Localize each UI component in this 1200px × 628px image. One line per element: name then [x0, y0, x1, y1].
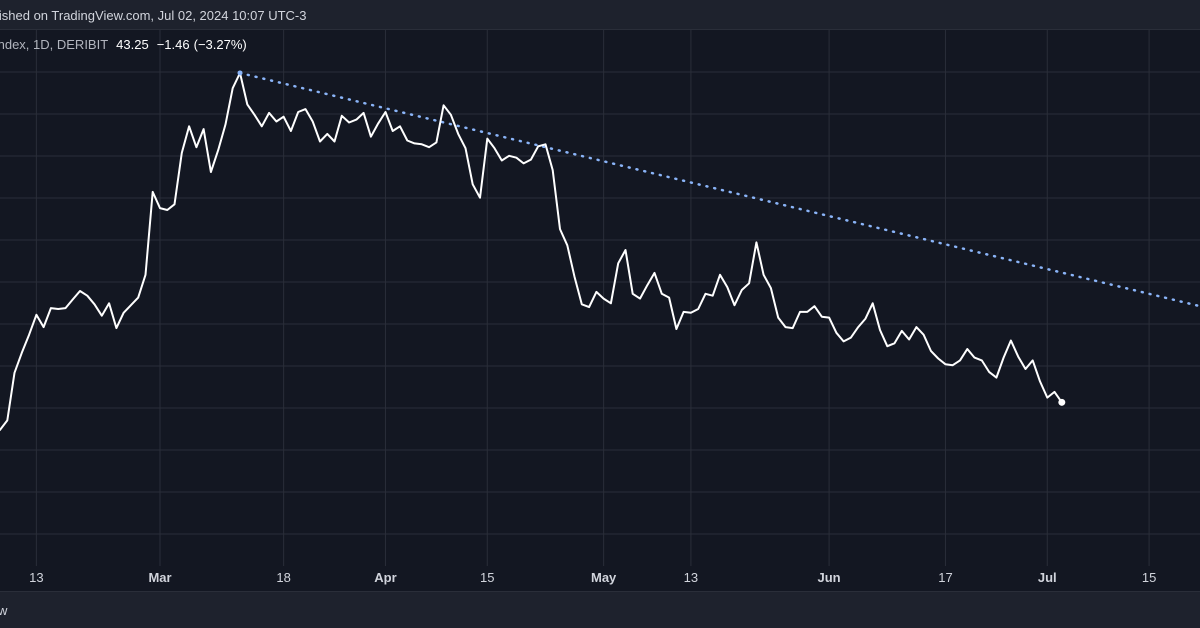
legend-value: 43.25	[116, 37, 149, 52]
x-tick-label: Jun	[818, 570, 841, 585]
footer-text: w	[0, 603, 8, 618]
published-text: lished on TradingView.com, Jul 02, 2024 …	[0, 8, 307, 23]
x-tick-label: Mar	[148, 570, 171, 585]
trendline	[238, 71, 1200, 308]
last-price-point	[1058, 398, 1066, 406]
symbol-legend: Index, 1D, DERIBIT 43.25 −1.46 (−3.27%)	[0, 37, 247, 52]
trendline-start-point	[237, 70, 243, 76]
x-tick-label: Jul	[1038, 570, 1057, 585]
legend-change-pct: (−3.27%)	[193, 37, 247, 52]
x-tick-label: 13	[29, 570, 43, 585]
price-line	[0, 72, 1063, 431]
legend-symbol: Index, 1D, DERIBIT	[0, 37, 109, 52]
header-bar: lished on TradingView.com, Jul 02, 2024 …	[0, 0, 1200, 30]
x-tick-label: May	[591, 570, 617, 585]
x-tick-label: 18	[276, 570, 290, 585]
legend-change: −1.46	[156, 37, 190, 52]
footer-bar: w	[0, 591, 1200, 628]
x-tick-label: 15	[480, 570, 494, 585]
x-tick-label: 13	[684, 570, 698, 585]
x-tick-label: Apr	[374, 570, 396, 585]
x-tick-label: 17	[938, 570, 952, 585]
x-tick-label: 15	[1142, 570, 1156, 585]
